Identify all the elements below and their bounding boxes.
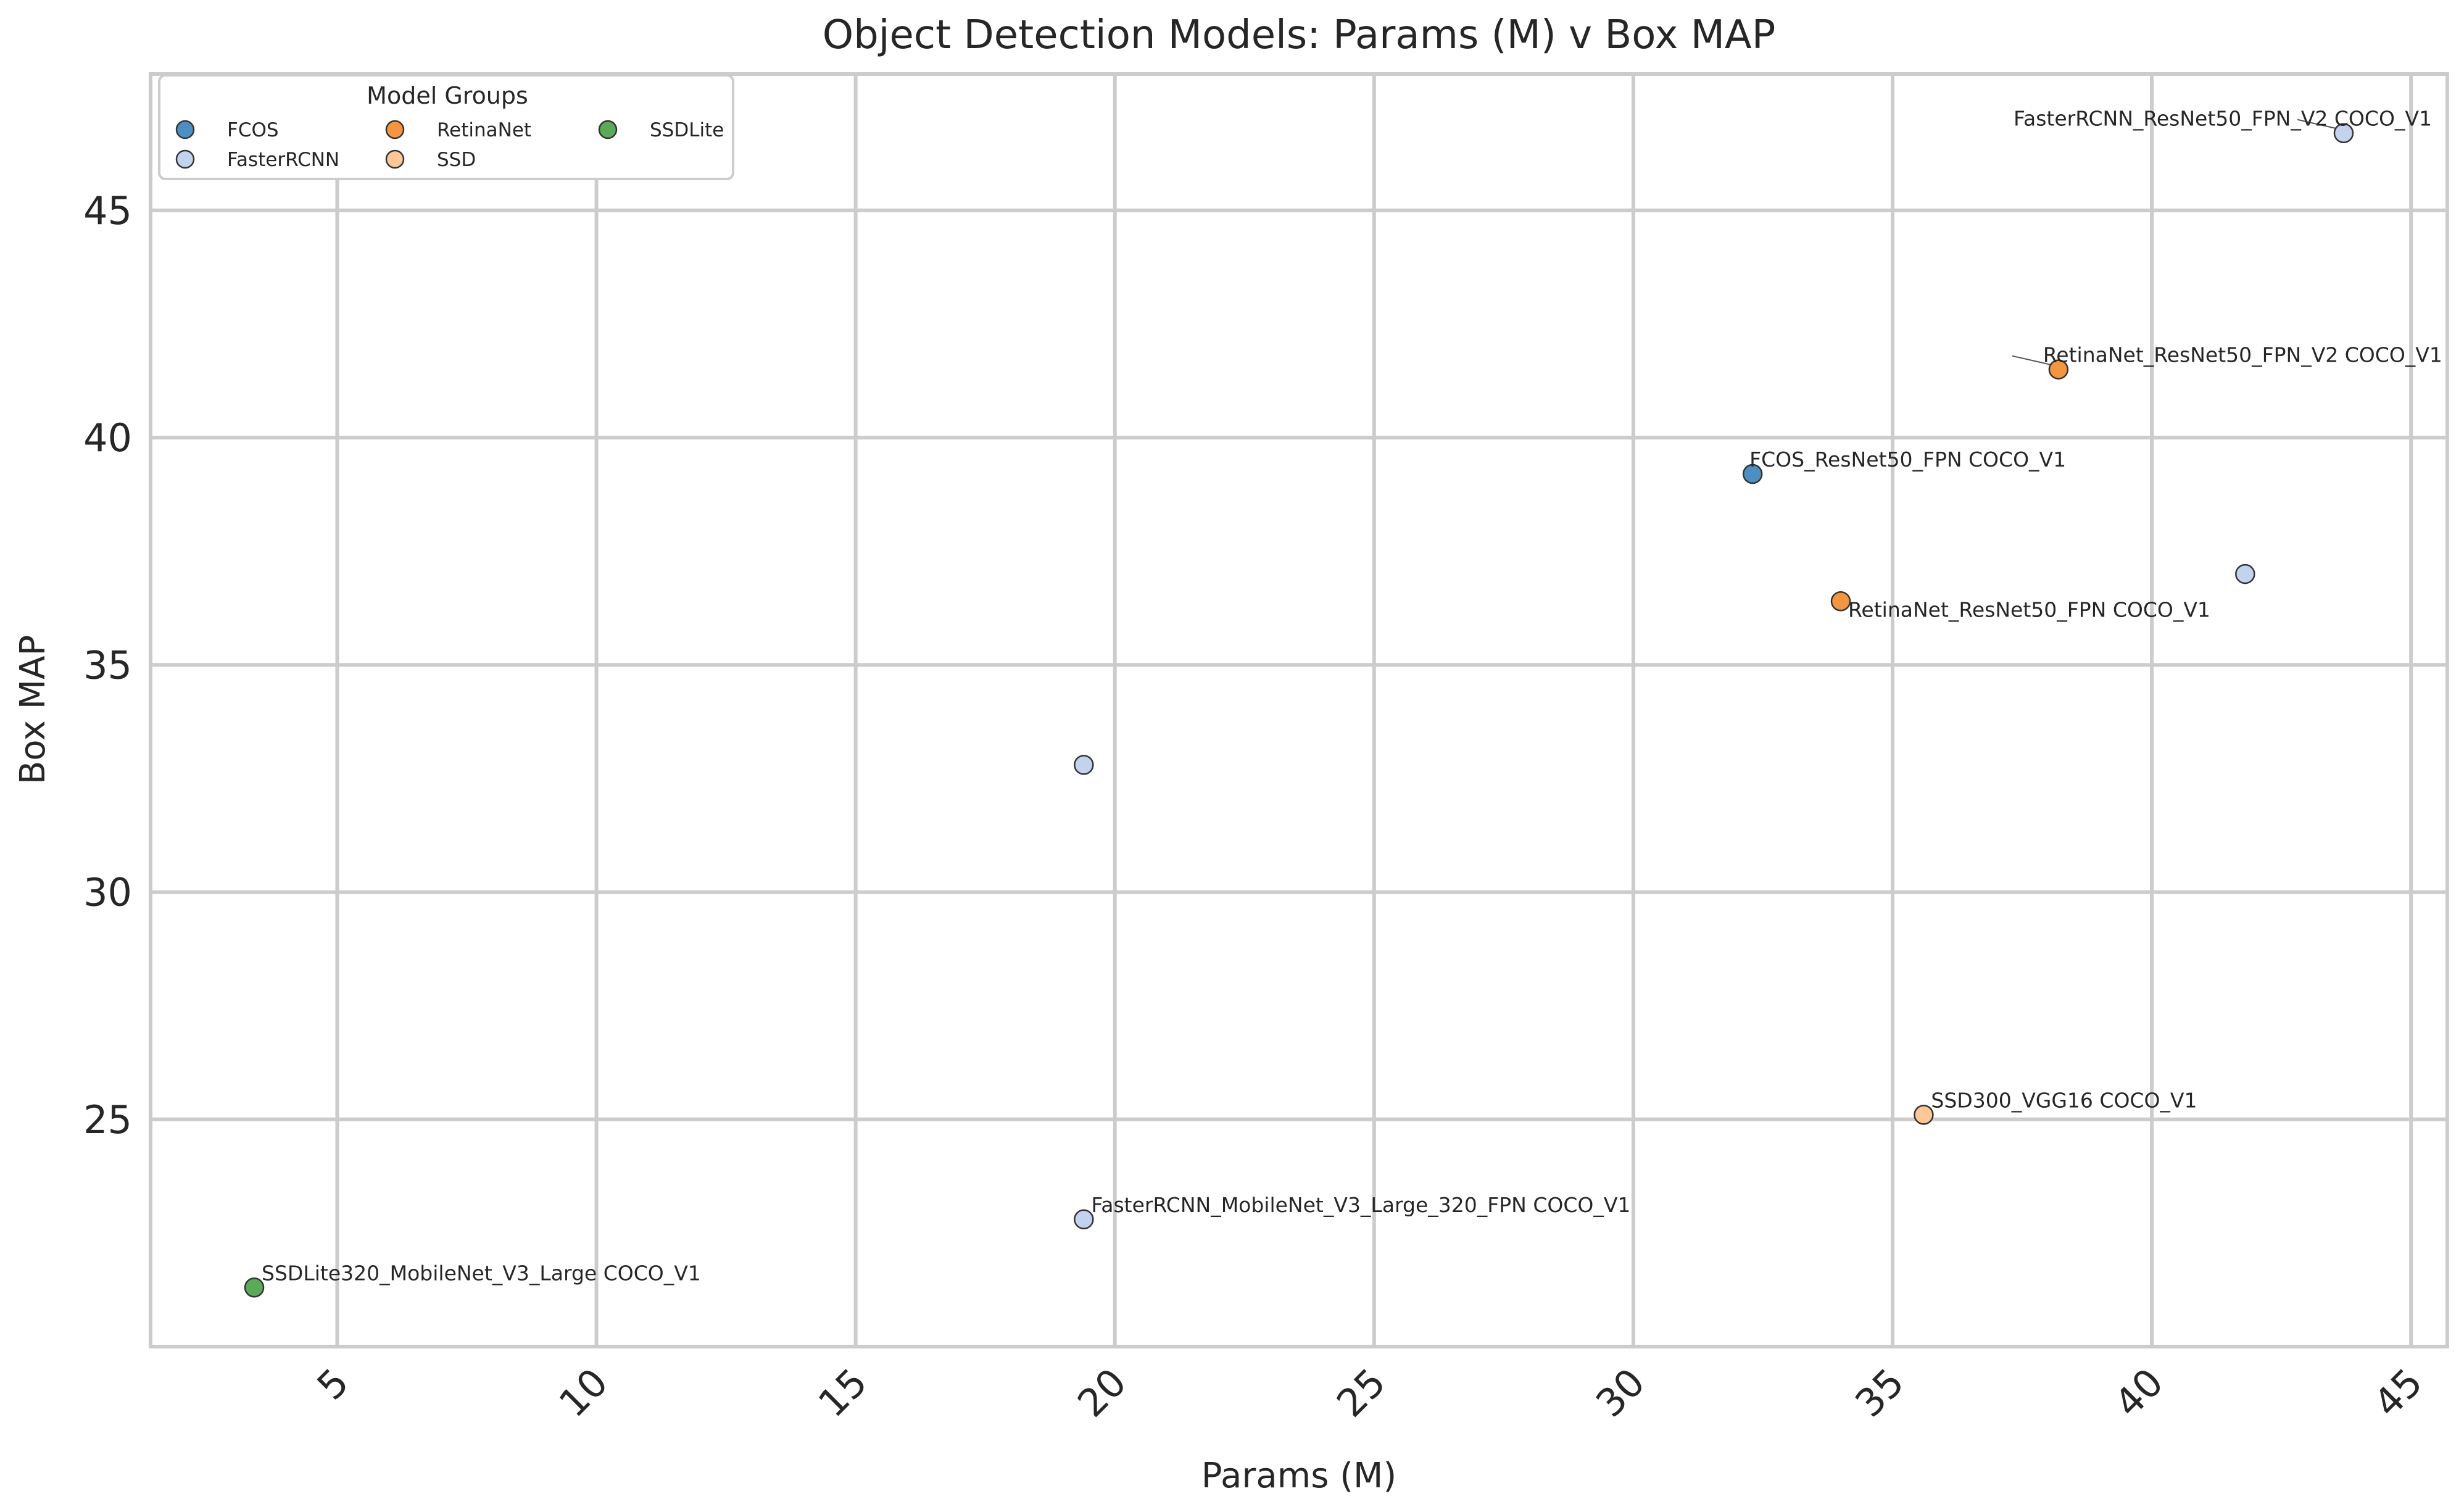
- data-point-fasterrcnn: [2333, 123, 2354, 143]
- data-point-retinanet: [1830, 591, 1851, 612]
- data-point-fasterrcnn: [1074, 755, 1094, 775]
- point-label: RetinaNet_ResNet50_FPN_V2 COCO_V1: [2043, 343, 2442, 367]
- point-label: RetinaNet_ResNet50_FPN COCO_V1: [1848, 597, 2210, 621]
- legend-label-ssdlite: SSDLite: [650, 119, 724, 141]
- annotation-leader: [2012, 355, 2056, 367]
- x-tick-label: 45: [2365, 1360, 2431, 1426]
- y-tick-label: 30: [83, 870, 132, 915]
- point-label: SSD300_VGG16 COCO_V1: [1931, 1088, 2197, 1112]
- legend-marker-ssdlite: [598, 120, 618, 139]
- data-point-fasterrcnn: [1074, 1209, 1094, 1230]
- legend-marker-ssd: [385, 149, 405, 169]
- legend-box: [158, 74, 734, 180]
- grid: [151, 74, 2447, 1347]
- x-tick-label: 20: [1069, 1360, 1135, 1426]
- legend-label-retinanet: RetinaNet: [437, 119, 531, 141]
- y-tick-label: 45: [83, 188, 132, 233]
- point-label: FCOS_ResNet50_FPN COCO_V1: [1749, 447, 2066, 471]
- point-label: FasterRCNN_ResNet50_FPN_V2 COCO_V1: [2014, 107, 2432, 131]
- annotation-leader: [2297, 118, 2341, 130]
- legend-label-ssd: SSD: [437, 149, 476, 171]
- plot-frame: [149, 72, 2449, 1348]
- legend-title: Model Groups: [367, 82, 528, 109]
- legend-marker-fcos: [175, 120, 195, 139]
- data-points: [244, 123, 2354, 1298]
- x-tick-label: 35: [1846, 1360, 1912, 1426]
- point-label: FasterRCNN_MobileNet_V3_Large_320_FPN CO…: [1091, 1193, 1630, 1217]
- y-tick-label: 25: [83, 1097, 132, 1142]
- x-tick-label: 5: [309, 1360, 358, 1409]
- legend-marker-retinanet: [385, 120, 405, 139]
- annotation-connectors: [2012, 118, 2341, 367]
- legend-marker-fasterrcnn: [175, 149, 195, 169]
- chart-title: Object Detection Models: Params (M) v Bo…: [823, 12, 1776, 58]
- legend: Model Groups FCOS FasterRCNN RetinaNet SSD S…: [158, 74, 734, 180]
- x-tick-label: 15: [810, 1360, 876, 1426]
- x-tick-label: 25: [1328, 1360, 1394, 1426]
- data-point-fasterrcnn: [2235, 563, 2255, 584]
- x-tick-label: 10: [550, 1360, 616, 1426]
- data-point-retinanet: [2048, 359, 2069, 380]
- x-axis-label: Params (M): [1201, 1456, 1396, 1496]
- data-point-ssdlite: [244, 1277, 265, 1298]
- x-tick-label: 40: [2105, 1360, 2172, 1426]
- data-point-fcos: [1742, 463, 1763, 484]
- x-ticks: 5 10 15 20 25 30 35 40 45: [309, 1360, 2431, 1426]
- y-tick-label: 40: [83, 415, 132, 460]
- legend-entries: FCOS FasterRCNN RetinaNet SSD SSDLite: [175, 119, 724, 171]
- y-ticks: 25 30 35 40 45: [83, 188, 132, 1142]
- legend-label-fasterrcnn: FasterRCNN: [227, 149, 339, 171]
- point-annotations: FCOS_ResNet50_FPN COCO_V1 FasterRCNN_ResN…: [262, 107, 2442, 1286]
- data-point-ssd: [1914, 1105, 1934, 1125]
- y-tick-label: 35: [83, 642, 132, 687]
- legend-label-fcos: FCOS: [227, 119, 279, 141]
- y-axis-label: Box MAP: [13, 635, 53, 784]
- point-label: SSDLite320_MobileNet_V3_Large COCO_V1: [262, 1261, 701, 1285]
- x-tick-label: 30: [1587, 1360, 1653, 1426]
